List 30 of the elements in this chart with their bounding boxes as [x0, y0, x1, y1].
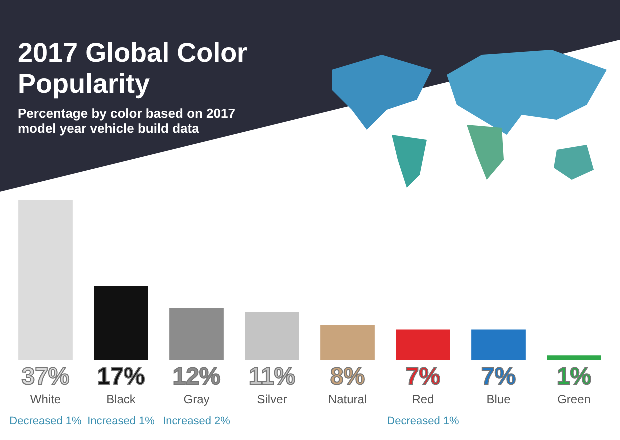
x-tick-label: Natural	[328, 392, 368, 406]
bar	[94, 286, 148, 360]
x-tick-label: White	[30, 392, 62, 406]
bar	[472, 330, 526, 360]
data-label: 17%	[97, 364, 146, 391]
data-label: 37%	[22, 364, 70, 391]
bar	[170, 308, 224, 360]
data-label: 1%	[556, 364, 592, 391]
data-label: 7%	[406, 364, 441, 391]
bar	[18, 200, 73, 360]
text: Increased 1%	[88, 416, 156, 428]
chart-title: 2017 Global Color Popularity	[18, 38, 249, 100]
x-tick-label: Gray	[184, 392, 210, 406]
bar	[547, 356, 602, 360]
data-label: 8%	[330, 364, 366, 391]
bar	[396, 330, 450, 360]
text: Increased 2%	[163, 416, 231, 428]
text: Decreased 1%	[387, 416, 460, 428]
x-tick-label: Red	[412, 392, 434, 406]
data-label: 7%	[481, 364, 516, 391]
x-tick-label: Green	[558, 392, 591, 406]
text: Decreased 1%	[10, 416, 82, 428]
bar	[245, 312, 300, 360]
x-tick-label: Black	[106, 392, 137, 406]
bar	[320, 325, 375, 360]
x-tick-label: Silver	[257, 392, 288, 406]
data-label: 11%	[248, 364, 296, 391]
chart-subtitle: Percentage by color based on 2017 model year vehicle build data	[18, 106, 236, 136]
x-tick-label: Blue	[486, 392, 512, 406]
data-label: 12%	[172, 364, 221, 391]
